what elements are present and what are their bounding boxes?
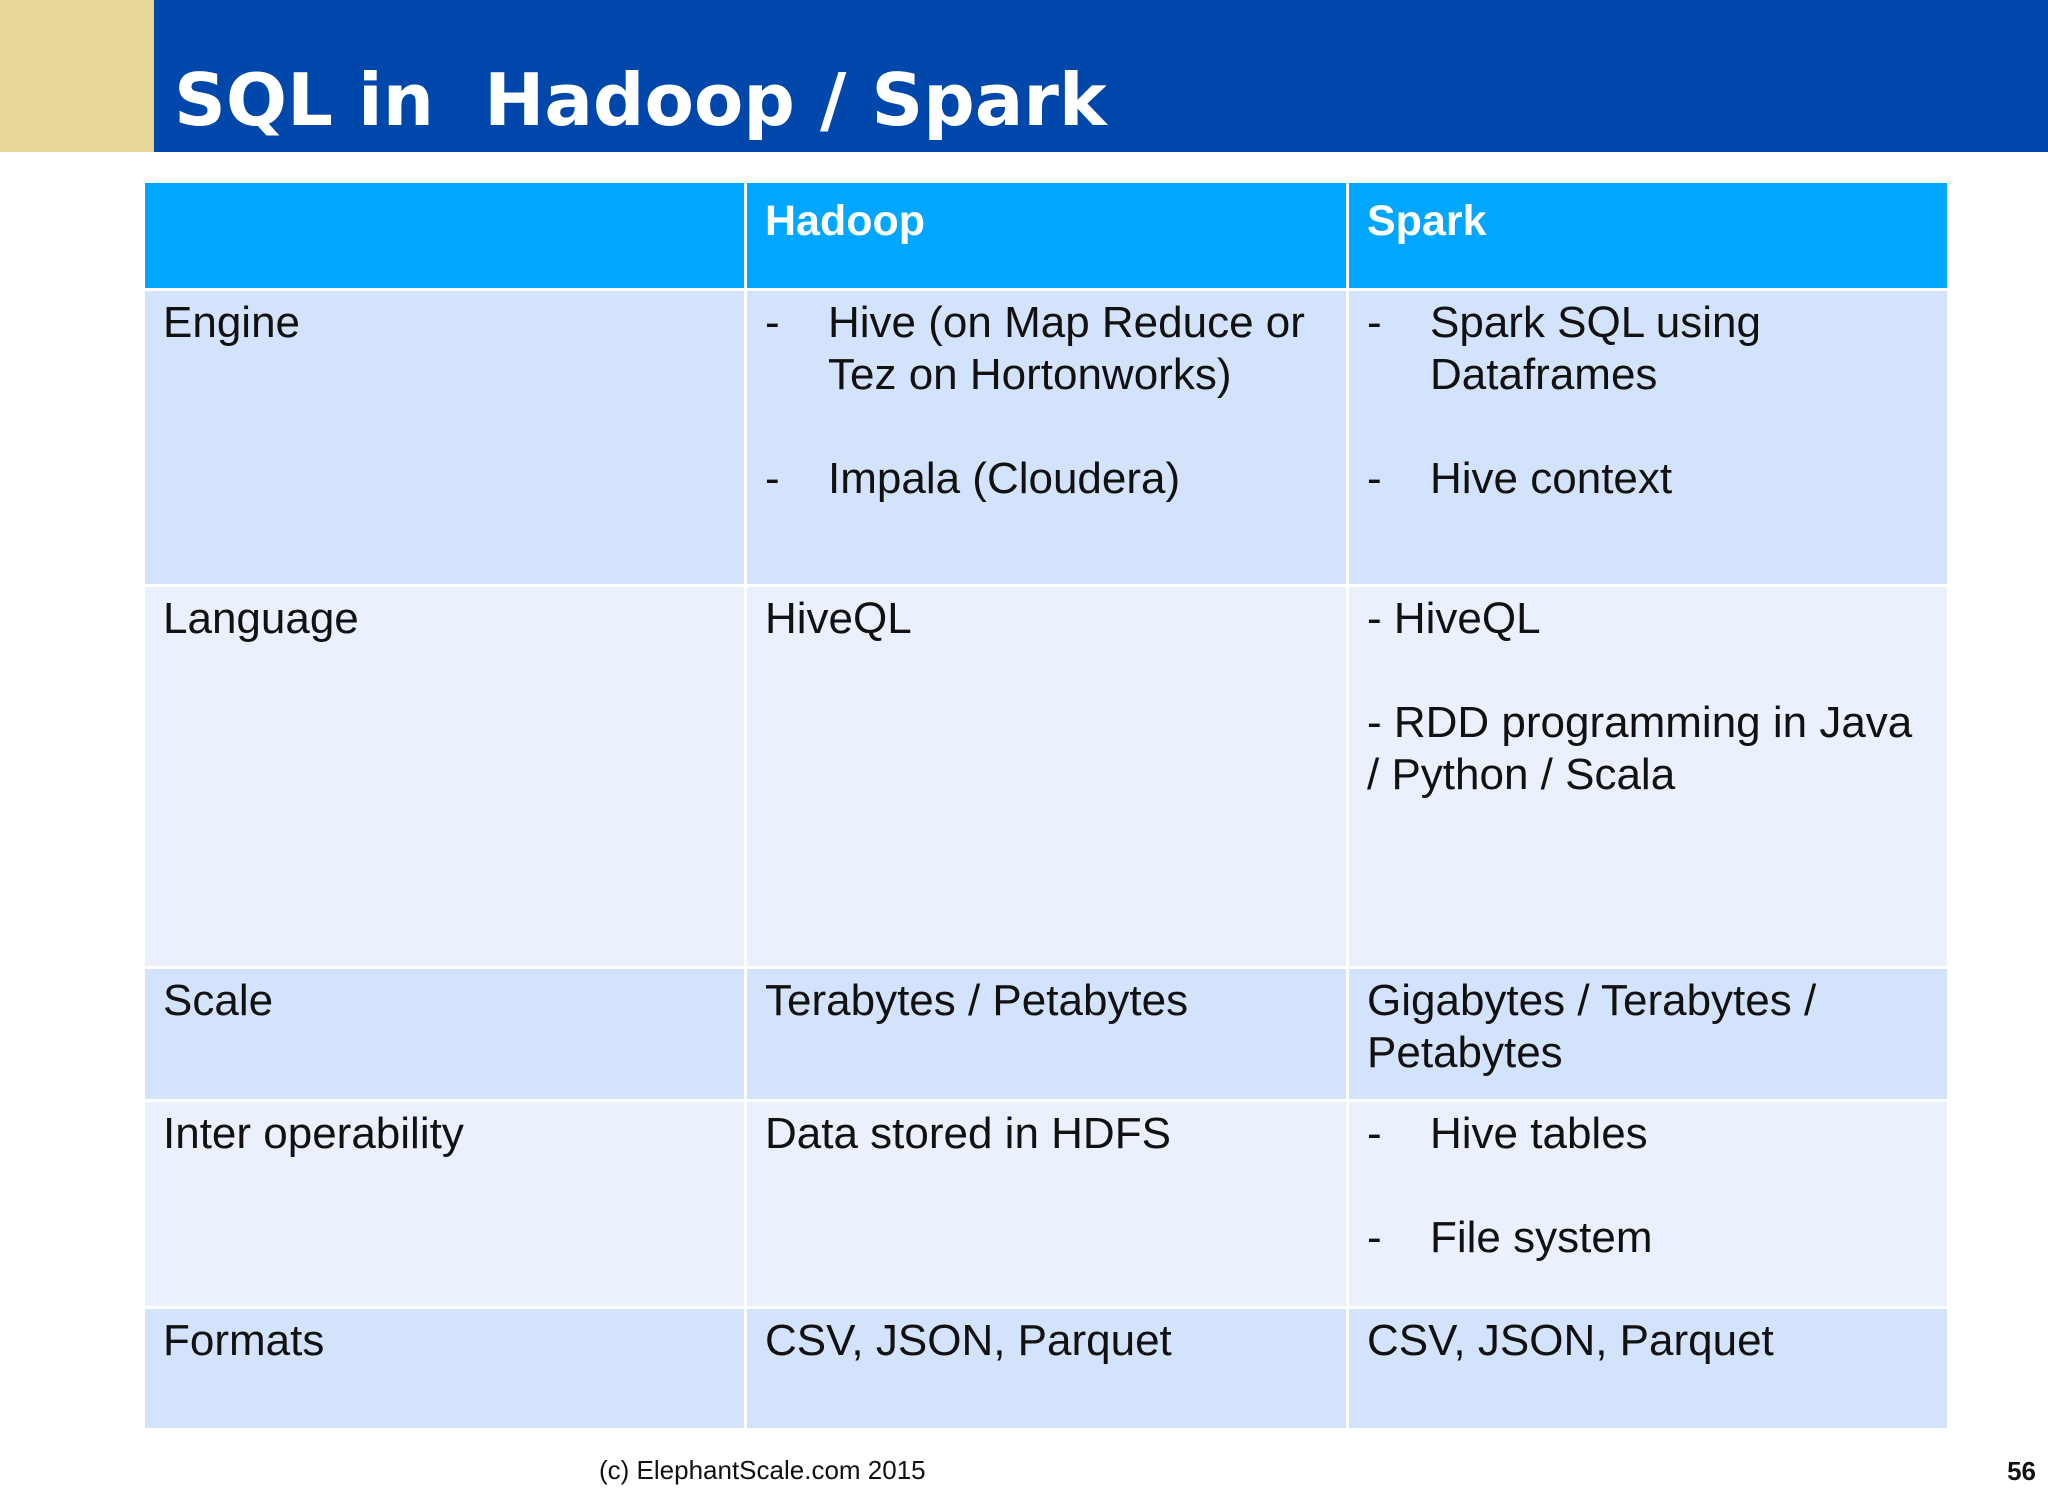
- bullet-text: Hive (on Map Reduce or Tez on Hortonwork…: [828, 298, 1305, 399]
- table-row-scale: Scale Terabytes / Petabytes Gigabytes / …: [142, 966, 1950, 1102]
- comparison-table: Hadoop Spark Engine - Hive (on Map Reduc…: [142, 180, 1950, 1431]
- bullet-dash: -: [1367, 1109, 1382, 1158]
- slide-title: SQL in Hadoop / Spark: [174, 58, 1107, 142]
- row-label-language: Language: [142, 584, 747, 969]
- table-header-row: Hadoop Spark: [142, 180, 1950, 291]
- row-label-scale: Scale: [142, 966, 747, 1102]
- row-label-engine: Engine: [142, 288, 747, 587]
- cell-interoperability-spark: - Hive tables - File system: [1346, 1099, 1950, 1309]
- list-item: - Hive (on Map Reduce or Tez on Hortonwo…: [765, 297, 1328, 401]
- cell-interoperability-hadoop: Data stored in HDFS: [744, 1099, 1349, 1309]
- bullet-text: Hive context: [1430, 454, 1673, 503]
- cell-scale-hadoop: Terabytes / Petabytes: [744, 966, 1349, 1102]
- bullet-dash: -: [1367, 1213, 1382, 1262]
- list-item: - File system: [1367, 1212, 1929, 1264]
- header-cell-spark: Spark: [1346, 180, 1950, 291]
- header-cell-empty: [142, 180, 747, 291]
- cell-formats-hadoop: CSV, JSON, Parquet: [744, 1306, 1349, 1431]
- table-row-formats: Formats CSV, JSON, Parquet CSV, JSON, Pa…: [142, 1306, 1950, 1431]
- cell-language-spark: - HiveQL - RDD programming in Java / Pyt…: [1346, 584, 1950, 969]
- list-item: - Impala (Cloudera): [765, 453, 1328, 505]
- page-number: 56: [2007, 1456, 2036, 1486]
- list-item: - Hive tables: [1367, 1108, 1929, 1160]
- table-row-interoperability: Inter operability Data stored in HDFS - …: [142, 1099, 1950, 1309]
- bullet-dash: -: [765, 454, 780, 503]
- cell-language-hadoop: HiveQL: [744, 584, 1349, 969]
- row-label-formats: Formats: [142, 1306, 747, 1431]
- bullet-text: Impala (Cloudera): [828, 454, 1181, 503]
- cell-paragraph: - HiveQL: [1367, 594, 1541, 643]
- cell-formats-spark: CSV, JSON, Parquet: [1346, 1306, 1950, 1431]
- bullet-dash: -: [1367, 454, 1382, 503]
- cell-engine-hadoop: - Hive (on Map Reduce or Tez on Hortonwo…: [744, 288, 1349, 587]
- bullet-text: Hive tables: [1430, 1109, 1648, 1158]
- bullet-text: File system: [1430, 1213, 1653, 1262]
- row-label-interoperability: Inter operability: [142, 1099, 747, 1309]
- cell-scale-spark: Gigabytes / Terabytes / Petabytes: [1346, 966, 1950, 1102]
- list-item: - Spark SQL using Dataframes: [1367, 297, 1929, 401]
- bullet-dash: -: [765, 298, 780, 347]
- header-cell-hadoop: Hadoop: [744, 180, 1349, 291]
- footer-copyright: (c) ElephantScale.com 2015: [599, 1455, 926, 1485]
- title-bar: [0, 0, 2048, 152]
- cell-engine-spark: - Spark SQL using Dataframes - Hive cont…: [1346, 288, 1950, 587]
- bullet-text: Spark SQL using Dataframes: [1430, 298, 1761, 399]
- table-row-engine: Engine - Hive (on Map Reduce or Tez on H…: [142, 288, 1950, 587]
- cell-paragraph: - RDD programming in Java / Python / Sca…: [1367, 698, 1913, 799]
- table-row-language: Language HiveQL - HiveQL - RDD programmi…: [142, 584, 1950, 969]
- title-accent-block: [0, 0, 154, 152]
- bullet-dash: -: [1367, 298, 1382, 347]
- list-item: - Hive context: [1367, 453, 1929, 505]
